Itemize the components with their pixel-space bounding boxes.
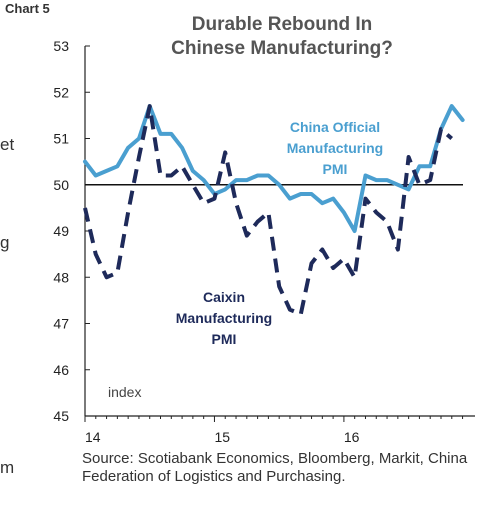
x-tick-label: 14: [85, 429, 101, 445]
y-tick-label: 53: [53, 38, 69, 54]
y-tick-label: 52: [53, 84, 69, 100]
edge-text-1: et: [0, 135, 14, 154]
y-axis-unit-label: index: [108, 384, 141, 400]
y-tick-label: 50: [53, 177, 69, 193]
x-tick-label: 15: [214, 429, 230, 445]
y-tick-label: 51: [53, 131, 69, 147]
official-pmi-label-3: PMI: [323, 161, 348, 177]
edge-text-3: m: [0, 458, 14, 477]
caixin-pmi-line: [83, 104, 454, 317]
caixin-pmi-label-2: Manufacturing: [176, 310, 272, 326]
official-pmi-label-2: Manufacturing: [287, 140, 383, 156]
y-tick-label: 46: [53, 362, 69, 378]
caixin-pmi-label-3: PMI: [212, 331, 237, 347]
chart-label: Chart 5: [5, 1, 50, 16]
chart-title-line-1: Durable Rebound In: [192, 14, 373, 35]
official-pmi-label-1: China Official: [290, 119, 380, 135]
chart-axes: [84, 46, 475, 417]
caixin-pmi-label-1: Caixin: [203, 289, 245, 305]
series-group: [83, 104, 465, 317]
edge-text-2: g: [0, 233, 9, 252]
y-tick-label: 49: [53, 223, 69, 239]
source-note: Source: Scotiabank Economics, Bloomberg,…: [82, 450, 468, 485]
y-tick-label: 48: [53, 269, 69, 285]
y-tick-label: 47: [53, 316, 69, 332]
chart-title-line-2: Chinese Manufacturing?: [171, 38, 393, 59]
x-tick-label: 16: [344, 429, 360, 445]
x-axis-ticks: 14 15 16: [84, 416, 464, 445]
y-tick-label: 45: [53, 408, 69, 424]
y-axis-ticks: 45 46 47 48 49 50 51 52 53: [53, 38, 90, 424]
official-pmi-line: [83, 104, 465, 233]
